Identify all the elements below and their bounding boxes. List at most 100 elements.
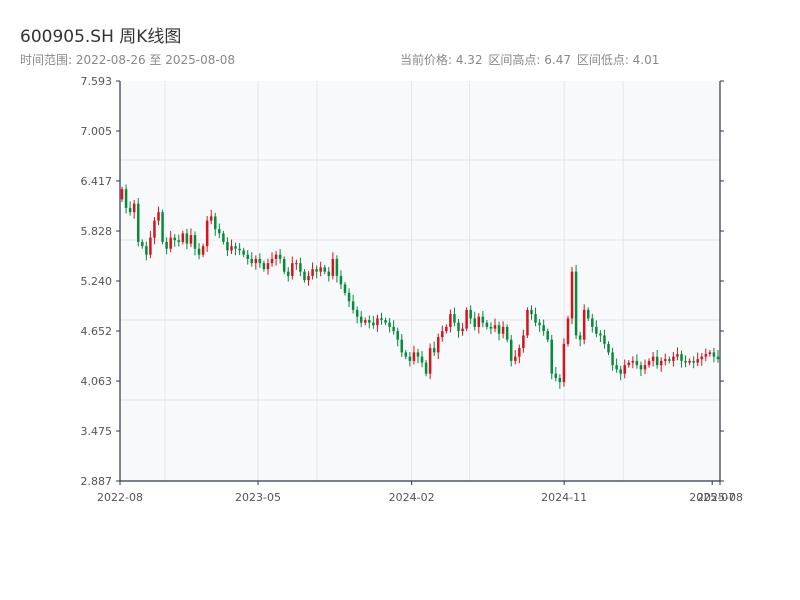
candle bbox=[254, 255, 258, 270]
candle bbox=[688, 358, 691, 366]
candle-body bbox=[522, 335, 525, 349]
candle bbox=[530, 305, 533, 320]
candle bbox=[623, 359, 626, 379]
candle-body bbox=[258, 258, 262, 264]
candle-body bbox=[274, 254, 278, 259]
chart-title: 600905.SH 周K线图 bbox=[20, 27, 182, 47]
candle-body bbox=[489, 326, 493, 329]
candle-body bbox=[615, 365, 618, 370]
candle bbox=[141, 239, 144, 249]
candle bbox=[607, 341, 610, 355]
candle-body bbox=[242, 250, 245, 255]
candle bbox=[209, 209, 213, 225]
candle-body bbox=[266, 263, 270, 270]
x-tick-label: 2024-11 bbox=[541, 491, 587, 504]
candle bbox=[651, 352, 655, 367]
candle bbox=[169, 231, 172, 253]
candle-body bbox=[631, 360, 635, 363]
candle-body bbox=[254, 258, 258, 264]
candle-body bbox=[246, 254, 249, 259]
candle-body bbox=[315, 269, 318, 272]
candle bbox=[635, 354, 639, 369]
candle bbox=[343, 281, 347, 296]
candle-body bbox=[591, 318, 594, 327]
candle-body bbox=[680, 354, 683, 361]
candle-body bbox=[222, 233, 225, 242]
candle bbox=[274, 251, 278, 266]
candle bbox=[558, 374, 562, 389]
candle bbox=[331, 252, 335, 280]
candle-body bbox=[453, 314, 456, 323]
candle bbox=[518, 344, 521, 364]
candle bbox=[299, 257, 302, 277]
candle-body bbox=[688, 360, 691, 363]
candle-body bbox=[708, 352, 712, 355]
candle-body bbox=[684, 360, 687, 363]
candle bbox=[193, 231, 197, 256]
candle-body bbox=[586, 309, 590, 319]
candle-body bbox=[623, 365, 626, 374]
candle bbox=[303, 269, 306, 283]
candle bbox=[461, 322, 464, 336]
y-tick-label: 2.887 bbox=[81, 475, 113, 488]
candle-body bbox=[404, 352, 408, 357]
candle-body bbox=[712, 352, 716, 357]
candle-body bbox=[574, 271, 578, 336]
candle-body bbox=[424, 362, 428, 374]
candle-body bbox=[619, 369, 622, 374]
candle bbox=[522, 329, 525, 353]
candle bbox=[574, 265, 578, 339]
candle bbox=[214, 212, 217, 236]
range-low-label: 区间低点: 4.01 bbox=[576, 53, 660, 67]
candle-body bbox=[205, 220, 209, 247]
candle-body bbox=[311, 269, 314, 276]
candle bbox=[659, 357, 663, 372]
candle-body bbox=[477, 316, 481, 327]
candle bbox=[704, 348, 708, 362]
x-tick-label: 2025-08 bbox=[697, 491, 743, 504]
candle-body bbox=[157, 212, 160, 221]
candle-body bbox=[400, 339, 404, 353]
candle-body bbox=[286, 271, 290, 276]
candle-body bbox=[704, 354, 708, 357]
candle-body bbox=[331, 258, 335, 276]
candle-body bbox=[339, 275, 343, 285]
tick-labels: 2.887 3.475 4.063 4.652 5.240 5.828 6.417 7.005… bbox=[81, 75, 743, 504]
candle-body bbox=[295, 263, 298, 265]
candle bbox=[384, 317, 387, 326]
candle bbox=[550, 335, 554, 380]
candle-body bbox=[120, 189, 124, 200]
candle bbox=[489, 322, 493, 335]
candle bbox=[201, 243, 205, 258]
candle bbox=[542, 319, 545, 336]
candle-body bbox=[335, 258, 339, 276]
candle bbox=[546, 328, 549, 343]
candle bbox=[339, 270, 343, 289]
candle-body bbox=[603, 335, 606, 344]
candle-body bbox=[359, 316, 363, 323]
candle bbox=[586, 307, 590, 321]
candle bbox=[262, 260, 266, 272]
candle-body bbox=[518, 348, 521, 357]
candle-body bbox=[566, 318, 570, 344]
candle-body bbox=[664, 359, 667, 361]
candle bbox=[680, 350, 683, 368]
candle bbox=[404, 349, 408, 360]
candle bbox=[258, 253, 262, 268]
candle bbox=[181, 230, 185, 245]
candle-body bbox=[432, 348, 436, 353]
candle-body bbox=[595, 326, 598, 334]
candle bbox=[189, 228, 193, 248]
candle bbox=[631, 356, 635, 369]
candle bbox=[136, 198, 140, 247]
candle-body bbox=[627, 362, 631, 366]
candle bbox=[157, 206, 160, 226]
candle bbox=[177, 234, 181, 247]
candle bbox=[505, 324, 509, 343]
candle-body bbox=[497, 325, 501, 334]
candle bbox=[242, 247, 245, 258]
candle bbox=[538, 319, 541, 332]
candle-body bbox=[149, 237, 152, 255]
candle bbox=[173, 234, 176, 247]
candle-body bbox=[132, 203, 136, 213]
